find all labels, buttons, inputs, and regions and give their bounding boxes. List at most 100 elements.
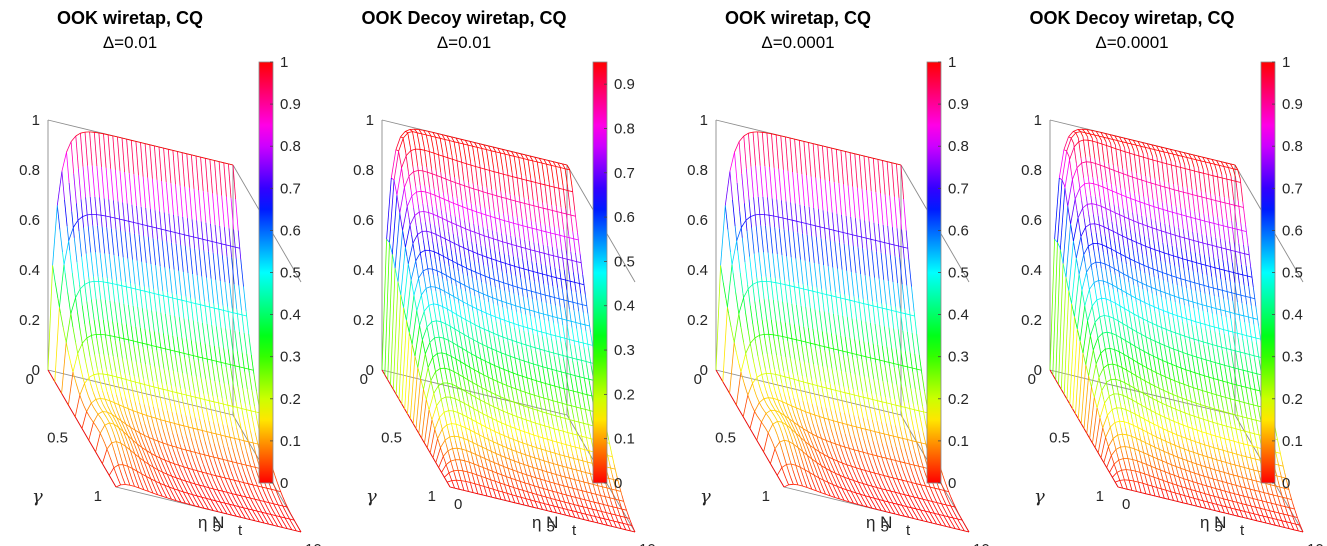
mesh-line [484, 328, 490, 332]
mesh-line [461, 265, 467, 269]
mesh-line [903, 401, 907, 416]
mesh-line [528, 269, 534, 272]
mesh-line [164, 397, 168, 411]
mesh-line [746, 230, 750, 257]
mesh-line [779, 426, 783, 434]
mesh-line [494, 447, 498, 458]
mesh-line [558, 506, 563, 509]
mesh-line [507, 412, 513, 416]
mesh-line [246, 389, 251, 405]
mesh-line [70, 141, 75, 174]
mesh-line [229, 413, 233, 427]
mesh-line [784, 279, 788, 303]
mesh-line [454, 398, 460, 402]
mesh-line [894, 470, 898, 478]
mesh-line [554, 468, 558, 479]
mesh-line [125, 415, 130, 424]
mesh-line [927, 500, 933, 502]
mesh-line [432, 356, 436, 370]
mesh-line [268, 502, 274, 505]
mesh-line [84, 432, 88, 438]
mesh-line [227, 492, 233, 494]
mesh-line [110, 228, 115, 256]
mesh-line [52, 205, 58, 266]
mesh-line [414, 211, 420, 216]
mesh-line [104, 299, 109, 321]
mesh-line [451, 405, 456, 419]
mesh-line [501, 271, 506, 291]
mesh-line [860, 427, 866, 430]
mesh-line [123, 338, 129, 341]
mesh-line [110, 370, 115, 384]
mesh-line [115, 371, 119, 385]
mesh-line [544, 504, 548, 511]
mesh-line [438, 456, 444, 468]
mesh-line [120, 280, 125, 304]
colorbar-tick-label: 0.1 [280, 433, 301, 450]
mesh-line [551, 204, 555, 228]
mesh-line [898, 197, 902, 230]
mesh-line [149, 144, 155, 147]
mesh-line [525, 344, 531, 347]
mesh-line [919, 515, 924, 521]
mesh-line [753, 388, 757, 397]
mesh-line [920, 419, 924, 433]
mesh-line [540, 183, 545, 186]
mesh-line [440, 439, 446, 448]
mesh-line [122, 257, 127, 283]
mesh-line [891, 348, 895, 368]
mesh-line [217, 423, 222, 436]
mesh-line [91, 165, 96, 198]
axis-box-edge [47, 369, 234, 416]
mesh-line [71, 211, 75, 238]
mesh-line [109, 400, 113, 409]
mesh-line [837, 421, 843, 424]
mesh-line [504, 398, 510, 401]
mesh-line [123, 406, 127, 416]
mesh-line [121, 285, 127, 288]
mesh-line [575, 405, 579, 420]
mesh-line [494, 365, 498, 381]
mesh-line [209, 344, 213, 364]
mesh-line [897, 437, 901, 448]
mesh-line [562, 402, 567, 405]
mesh-line [142, 466, 146, 474]
mesh-line [440, 321, 446, 325]
mesh-line [150, 209, 154, 239]
mesh-line [554, 485, 559, 495]
mesh-line [884, 194, 889, 227]
mesh-line [783, 169, 787, 202]
mesh-line [176, 336, 181, 356]
mesh-line [529, 279, 533, 300]
mesh-line [149, 440, 153, 448]
mesh-line [573, 238, 579, 241]
mesh-line [624, 516, 630, 519]
z-tick-label: 0.4 [19, 262, 40, 279]
mesh-line [89, 320, 93, 339]
mesh-line [157, 239, 161, 267]
mesh-line [568, 456, 574, 459]
mesh-line [170, 349, 175, 352]
mesh-line [268, 523, 274, 526]
mesh-line [580, 498, 586, 501]
mesh-line [130, 325, 135, 345]
mesh-line [231, 484, 235, 491]
mesh-line [489, 334, 493, 351]
mesh-line [860, 274, 864, 299]
mesh-line [175, 500, 181, 503]
mesh-line [819, 310, 823, 332]
mesh-line [607, 505, 613, 508]
mesh-line [133, 344, 137, 362]
mesh-line [270, 520, 274, 526]
mesh-line [726, 387, 730, 393]
mesh-line [92, 446, 96, 452]
mesh-line [540, 382, 544, 397]
mesh-line [460, 282, 465, 286]
y-tick-label: 0 [360, 371, 368, 388]
mesh-line [114, 402, 118, 411]
mesh-line [142, 346, 146, 365]
mesh-line [579, 484, 584, 494]
mesh-line [469, 429, 475, 433]
x-axis-label-subscript: t [572, 522, 577, 539]
mesh-line [829, 180, 833, 213]
